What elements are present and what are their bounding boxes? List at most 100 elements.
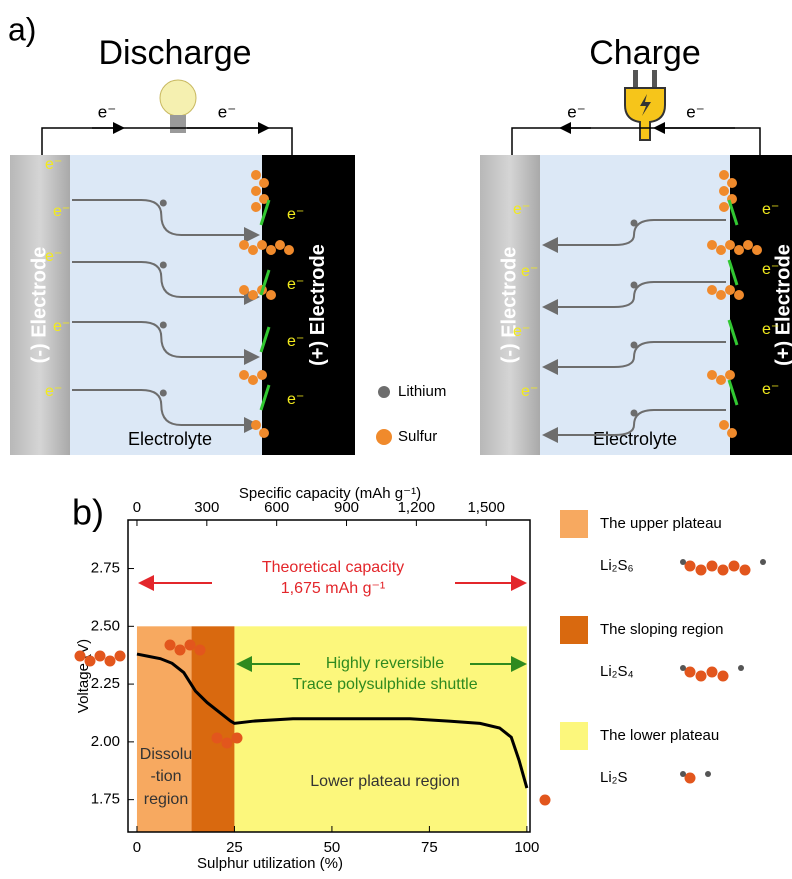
sulfur-atom: [685, 773, 696, 784]
sulfur-atom: [743, 240, 753, 250]
sulfur-atom: [95, 651, 106, 662]
sulfur-atom: [239, 285, 249, 295]
electrolyte-label: Electrolyte: [128, 429, 212, 449]
sulfur-atom: [719, 202, 729, 212]
sulfur-atom: [165, 640, 176, 651]
sulfur-atom: [716, 375, 726, 385]
sulfur-atom: [707, 240, 717, 250]
annotation: Lower plateau region: [310, 773, 459, 790]
region: [192, 626, 235, 832]
lithium-atom: [680, 771, 686, 777]
lithium-atom: [680, 559, 686, 565]
electron-label: e⁻: [218, 102, 236, 121]
x2-tick-label: 600: [264, 499, 289, 516]
sulfur-atom: [266, 290, 276, 300]
sulfur-atom: [696, 565, 707, 576]
x-tick-label: 75: [421, 839, 438, 856]
x-tick-label: 25: [226, 839, 243, 856]
sulfur-atom: [284, 245, 294, 255]
lithium-atom: [680, 665, 686, 671]
sulfur-atom: [719, 186, 729, 196]
legend-swatch: [560, 510, 588, 538]
circuit-wire: [512, 128, 760, 155]
electron-label: e⁻: [762, 321, 779, 338]
sulfur-atom: [725, 285, 735, 295]
legend-lithium: [378, 386, 390, 398]
electron-label: e⁻: [521, 383, 538, 400]
panel-label: b): [72, 492, 104, 533]
sulfur-atom: [275, 240, 285, 250]
legend-sulfur: [376, 429, 392, 445]
electrode-label: (+) Electrode: [307, 244, 329, 366]
sulfur-atom: [725, 240, 735, 250]
sulfur-atom: [259, 178, 269, 188]
legend-formula: Li₂S: [600, 769, 628, 786]
electron-label: e⁻: [513, 201, 530, 218]
y-tick-label: 2.50: [91, 617, 120, 634]
x2-tick-label: 1,500: [467, 499, 505, 516]
electron-label: e⁻: [53, 203, 70, 220]
electron-label: e⁻: [762, 381, 779, 398]
sulfur-atom: [725, 370, 735, 380]
electron-label: e⁻: [287, 206, 304, 223]
sulfur-atom: [239, 370, 249, 380]
lithium-ion: [631, 282, 638, 289]
electron-label: e⁻: [762, 201, 779, 218]
annotation: Trace polysulphide shuttle: [292, 676, 477, 693]
sulfur-atom: [685, 667, 696, 678]
sulfur-atom: [251, 170, 261, 180]
lithium-ion: [160, 262, 167, 269]
sulfur-atom: [248, 245, 258, 255]
panel-title: Discharge: [98, 34, 251, 72]
electron-label: e⁻: [513, 323, 530, 340]
annotation: Theoretical capacity: [262, 559, 404, 576]
x-tick-label: 100: [514, 839, 539, 856]
lithium-atom: [705, 771, 711, 777]
sulfur-atom: [727, 428, 737, 438]
sulfur-atom: [222, 738, 233, 749]
annotation: Dissolu: [140, 746, 192, 763]
plug-icon: [625, 70, 665, 140]
legend-label: The sloping region: [600, 621, 723, 638]
annotation: -tion: [150, 768, 181, 785]
sulfur-atom: [259, 428, 269, 438]
x-tick-label: 0: [133, 839, 141, 856]
lithium-ion: [631, 410, 638, 417]
sulfur-atom: [232, 733, 243, 744]
electrolyte-label: Electrolyte: [593, 429, 677, 449]
legend-swatch: [560, 722, 588, 750]
electron-label: e⁻: [521, 263, 538, 280]
sulfur-atom: [719, 420, 729, 430]
sulfur-atom: [719, 170, 729, 180]
sulfur-atom: [105, 656, 116, 667]
sulfur-atom: [716, 290, 726, 300]
sulfur-atom: [707, 370, 717, 380]
sulfur-atom: [707, 285, 717, 295]
x-tick-label: 50: [324, 839, 341, 856]
sulfur-atom: [752, 245, 762, 255]
x2-tick-label: 300: [194, 499, 219, 516]
sulfur-atom: [248, 375, 258, 385]
electron-label: e⁻: [686, 102, 704, 121]
sulfur-atom: [734, 245, 744, 255]
lithium-ion: [631, 220, 638, 227]
panel-title: Charge: [589, 34, 701, 72]
light-bulb-icon: [160, 80, 196, 133]
annotation: 1,675 mAh g⁻¹: [281, 580, 386, 597]
sulfur-atom: [685, 561, 696, 572]
sulfur-atom: [115, 651, 126, 662]
sulfur-atom: [740, 565, 751, 576]
circuit-wire: [42, 128, 292, 155]
x-axis-label: Sulphur utilization (%): [197, 855, 343, 872]
sulfur-atom: [540, 795, 551, 806]
legend-label: The upper plateau: [600, 515, 722, 532]
legend-formula: Li₂S₆: [600, 557, 634, 574]
sulfur-atom: [257, 240, 267, 250]
sulfur-atom: [734, 290, 744, 300]
legend-swatch: [560, 616, 588, 644]
sulfur-atom: [696, 671, 707, 682]
sulfur-atom: [75, 651, 86, 662]
electron-label: e⁻: [567, 102, 585, 121]
lithium-ion: [160, 200, 167, 207]
sulfur-atom: [251, 420, 261, 430]
